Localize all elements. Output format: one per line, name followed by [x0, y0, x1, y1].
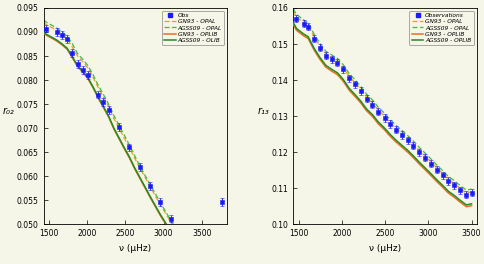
X-axis label: ν (μHz): ν (μHz)	[369, 244, 401, 253]
Y-axis label: r₁₃: r₁₃	[257, 106, 269, 116]
Legend: Obs, GN93 - OPAL, AGSS09 - OPAL, GN93 - OPLIB, AGSS09 - OLIB: Obs, GN93 - OPAL, AGSS09 - OPAL, GN93 - …	[162, 11, 224, 45]
Y-axis label: r₀₂: r₀₂	[2, 106, 15, 116]
X-axis label: ν (μHz): ν (μHz)	[119, 244, 151, 253]
Legend: Observations, GN93 - OPAL, AGSS09 - OPAL, GN93 - OPLIB, AGSS09 - OPLIB: Observations, GN93 - OPAL, AGSS09 - OPAL…	[409, 11, 474, 45]
